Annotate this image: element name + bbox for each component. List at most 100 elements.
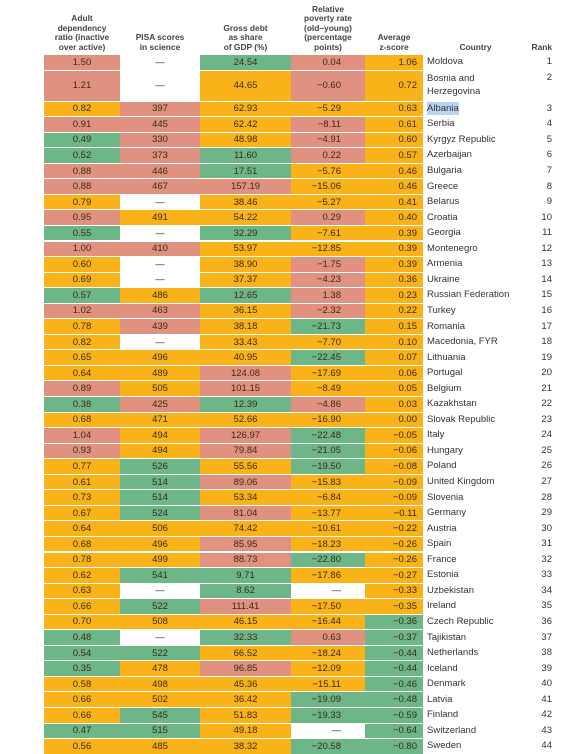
poverty-rate-cell: −4.23	[291, 271, 365, 288]
table-row: 1.00 410 53.97 −12.85 0.39 Montenegro 12	[0, 240, 580, 257]
dependency-ratio-cell: 0.82	[44, 100, 120, 117]
table-row: 0.55—32.29 −7.61 0.39 Georgia 11	[0, 224, 580, 241]
country-label: Iceland	[427, 662, 458, 674]
table-row: 0.70 508 46.15 −16.44 −0.36 Czech Republic 36	[0, 613, 580, 630]
rank-number: 2	[546, 71, 552, 83]
rank-number: 13	[541, 258, 552, 270]
gross-debt-cell: 33.43	[200, 333, 291, 350]
country-name: Iceland	[427, 660, 458, 676]
poverty-rate-cell: −8.49	[291, 380, 365, 396]
country-name: Hungary	[427, 443, 463, 459]
country-label: Albania	[427, 101, 459, 115]
country-label: Croatia	[427, 211, 458, 223]
dependency-ratio-cell: 0.70	[44, 613, 120, 630]
country-name: Russian Federation	[427, 287, 509, 303]
z-score-cell: 0.05	[365, 380, 423, 396]
country-name: Czech Republic	[427, 614, 494, 630]
z-score-cell: −0.35	[365, 598, 423, 614]
z-score-cell: 1.06	[365, 54, 423, 70]
rank-number: 34	[541, 584, 552, 596]
table-header: Adult dependency ratio (inactive over ac…	[0, 0, 580, 54]
dependency-ratio-cell: 0.88	[44, 162, 120, 179]
dependency-ratio-cell: 0.57	[44, 287, 120, 303]
rank-number: 15	[541, 289, 552, 301]
country-name: Turkey	[427, 303, 456, 319]
pisa-cell: 467	[120, 178, 200, 194]
gross-debt-cell: 36.42	[200, 691, 291, 707]
gross-debt-cell: 52.66	[200, 411, 291, 428]
poverty-rate-cell: −15.11	[291, 675, 365, 692]
header-rank: Rank	[531, 41, 552, 52]
country-name: Slovenia	[427, 489, 463, 505]
dependency-ratio-cell: 0.54	[44, 644, 120, 661]
dependency-ratio-cell: 0.47	[44, 722, 120, 739]
country-name: Belgium	[427, 380, 461, 396]
country-name: Lithuania	[427, 349, 466, 365]
pisa-cell: —	[120, 193, 200, 210]
country-label: Hungary	[427, 444, 463, 456]
gross-debt-cell: 111.41	[200, 598, 291, 614]
dependency-ratio-cell: 0.66	[44, 707, 120, 723]
table-row: 0.60—38.90 −1.75 0.39 Armenia 13	[0, 256, 580, 272]
gross-debt-cell: 89.06	[200, 473, 291, 490]
dependency-ratio-cell: 0.78	[44, 318, 120, 334]
dependency-ratio-cell: 1.50	[44, 54, 120, 70]
country-label: Slovak Republic	[427, 413, 496, 425]
country-name: Austria	[427, 520, 457, 536]
header-dependency-ratio: Adult dependency ratio (inactive over ac…	[54, 13, 110, 52]
pisa-cell: 494	[120, 427, 200, 443]
table-row: 0.66 522 111.41 −17.50 −0.35 Ireland 35	[0, 598, 580, 614]
z-score-cell: −0.05	[365, 427, 423, 443]
table-row: 0.58 498 45.36 −15.11 −0.46 Denmark 40	[0, 675, 580, 692]
gross-debt-cell: 45.36	[200, 675, 291, 692]
country-name: Ukraine	[427, 272, 460, 288]
gross-debt-cell: 88.73	[200, 551, 291, 568]
pisa-cell: 524	[120, 504, 200, 521]
header-z-score: Average z-score	[377, 32, 411, 52]
country-name: Spain	[427, 536, 451, 552]
country-name: Latvia	[427, 691, 452, 707]
poverty-rate-cell: −18.24	[291, 644, 365, 661]
dependency-ratio-cell: 0.66	[44, 691, 120, 707]
country-name: Bosnia and Herzegovina	[427, 70, 480, 103]
country-name: Poland	[427, 458, 457, 474]
country-label: France	[427, 553, 457, 565]
z-score-cell: 0.39	[365, 240, 423, 257]
rank-number: 10	[541, 211, 552, 223]
rank-number: 14	[541, 273, 552, 285]
poverty-rate-cell: −17.86	[291, 567, 365, 583]
poverty-rate-cell: 0.63	[291, 629, 365, 645]
dependency-ratio-cell: 0.91	[44, 116, 120, 132]
poverty-rate-cell: −5.27	[291, 193, 365, 210]
poverty-rate-cell: −2.32	[291, 302, 365, 319]
table-row: 0.73 514 53.34 −6.84 −0.09 Slovenia 28	[0, 489, 580, 505]
poverty-rate-cell: −12.85	[291, 240, 365, 257]
gross-debt-cell: 74.42	[200, 520, 291, 536]
pisa-cell: 445	[120, 116, 200, 132]
dependency-ratio-cell: 0.38	[44, 396, 120, 412]
gross-debt-cell: 51.83	[200, 707, 291, 723]
rank-number: 40	[541, 678, 552, 690]
pisa-cell: 439	[120, 318, 200, 334]
poverty-rate-cell: −15.06	[291, 178, 365, 194]
pisa-cell: 489	[120, 364, 200, 381]
rank-number: 1	[546, 56, 552, 68]
table-row: 0.64 489 124.08 −17.69 0.06 Portugal 20	[0, 364, 580, 381]
rank-number: 23	[541, 413, 552, 425]
gross-debt-cell: 54.22	[200, 209, 291, 225]
dependency-ratio-cell: 0.95	[44, 209, 120, 225]
rank-number: 30	[541, 522, 552, 534]
z-score-cell: −0.22	[365, 520, 423, 536]
gross-debt-cell: 62.93	[200, 100, 291, 117]
pisa-cell: 463	[120, 302, 200, 319]
pisa-cell: 526	[120, 458, 200, 474]
rank-number: 31	[541, 538, 552, 550]
z-score-cell: −0.37	[365, 629, 423, 645]
rank-number: 28	[541, 491, 552, 503]
country-label: Macedonia, FYR	[427, 336, 498, 348]
pisa-cell: 541	[120, 567, 200, 583]
gross-debt-cell: 48.98	[200, 131, 291, 148]
rank-number: 25	[541, 444, 552, 456]
gross-debt-cell: 36.15	[200, 302, 291, 319]
dependency-ratio-cell: 1.04	[44, 427, 120, 443]
